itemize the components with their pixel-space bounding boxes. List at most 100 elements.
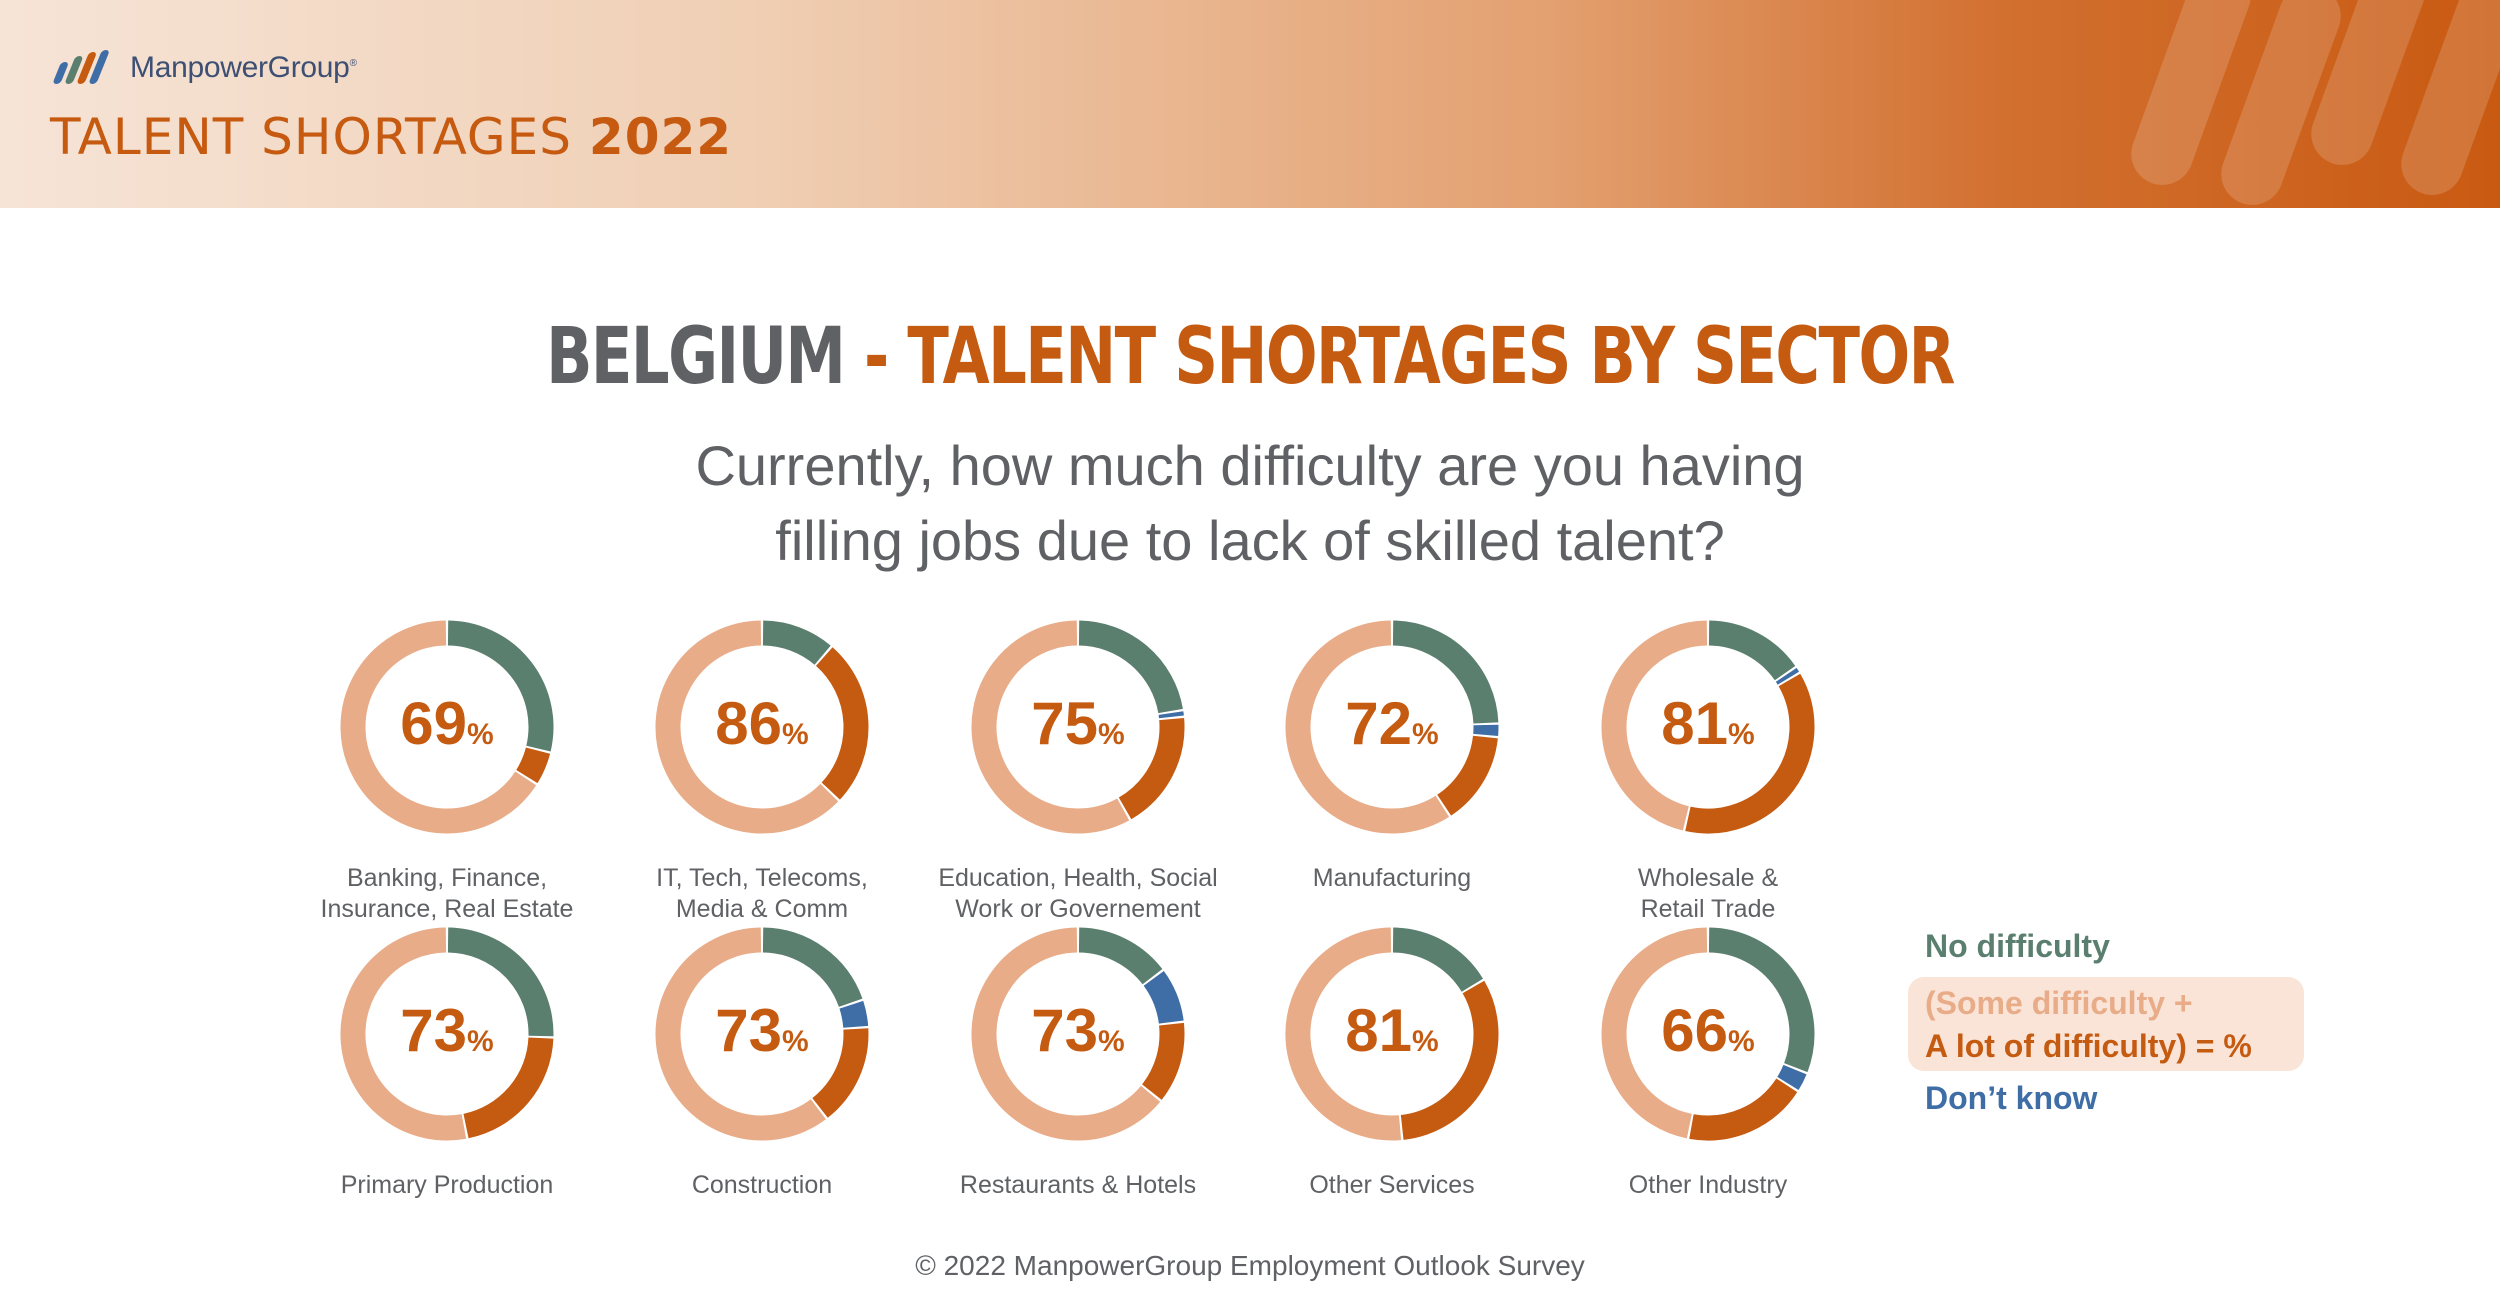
percent-value: 86%	[662, 689, 862, 758]
sector-label: Education, Health, Social Work or Governe…	[928, 863, 1228, 925]
report-year: 2022	[588, 108, 733, 166]
legend-dont-know: Don’t know	[1925, 1080, 2098, 1116]
donut-it-tech-telecoms-media-comm	[655, 620, 869, 834]
percent-number: 81	[1345, 997, 1413, 1064]
percent-sign: %	[1728, 1025, 1755, 1058]
survey-question: Currently, how much difficulty are you h…	[0, 428, 2500, 578]
percent-sign: %	[1098, 718, 1125, 751]
donut-segment-a-lot	[1436, 735, 1498, 816]
sector-label-line: Banking, Finance,	[346, 864, 548, 892]
report-title: TALENT SHORTAGES 2022	[50, 108, 732, 166]
donut-segment-a-lot	[1141, 1022, 1185, 1100]
donut-segment-dont-know	[1158, 711, 1184, 719]
legend-no-difficulty: No difficulty	[1925, 928, 2110, 964]
percent-value: 81%	[1292, 996, 1492, 1065]
logo-text: ManpowerGroup®	[130, 51, 357, 84]
sector-label-line: Retail Trade	[1640, 895, 1776, 923]
percent-number: 86	[715, 690, 783, 757]
percent-value: 75%	[978, 689, 1178, 758]
donut-education-health-social-work-or-governement	[971, 620, 1185, 834]
donut-segment-no-difficulty	[1078, 620, 1183, 714]
title-country: BELGIUM	[546, 312, 846, 402]
sector-label-line: IT, Tech, Telecoms,	[656, 864, 868, 892]
sector-label: Manufacturing	[1242, 863, 1542, 894]
sector-label: Banking, Finance, Insurance, Real Estate	[297, 863, 597, 925]
footer-copyright: © 2022 ManpowerGroup Employment Outlook …	[915, 1250, 1585, 1281]
percent-number: 72	[1345, 690, 1413, 757]
percent-value: 73%	[662, 996, 862, 1065]
sector-label-line: Media & Comm	[675, 895, 849, 923]
sector-label-line: Primary Production	[340, 1171, 554, 1199]
sector-label-line: Construction	[691, 1171, 833, 1199]
question-line-2: filling jobs due to lack of skilled tale…	[775, 509, 1725, 572]
donut-segment-some	[340, 620, 537, 834]
percent-sign: %	[782, 718, 809, 751]
sector-label: IT, Tech, Telecoms, Media & Comm	[612, 863, 912, 925]
percent-number: 66	[1661, 997, 1729, 1064]
donut-segment-no-difficulty	[1708, 927, 1815, 1073]
donut-other-services	[1285, 927, 1499, 1141]
sector-label: Wholesale & Retail Trade	[1558, 863, 1858, 925]
donut-segment-some	[1285, 927, 1402, 1141]
header-banner: ManpowerGroup® TALENT SHORTAGES 2022	[0, 0, 2500, 208]
logo-mark-icon	[53, 50, 109, 84]
percent-number: 73	[715, 997, 783, 1064]
donut-construction	[655, 927, 869, 1141]
donut-segment-a-lot	[812, 1028, 869, 1118]
donut-segment-some	[971, 927, 1161, 1141]
donut-segment-some	[1285, 620, 1450, 834]
donut-segment-no-difficulty	[1392, 927, 1484, 993]
percent-value: 66%	[1608, 996, 1808, 1065]
sector-label: Primary Production	[297, 1170, 597, 1201]
donut-segment-a-lot	[1400, 980, 1499, 1140]
sector-label-line: Insurance, Real Estate	[320, 895, 574, 923]
report-title-main: TALENT SHORTAGES	[50, 108, 573, 166]
legend-lot-of-difficulty: A lot of difficulty) = %	[1925, 1028, 2252, 1064]
donut-segment-no-difficulty	[447, 927, 554, 1037]
donut-segment-a-lot	[815, 647, 869, 800]
legend-highlight-box	[1908, 977, 2304, 1071]
donut-restaurants-hotels	[971, 927, 1185, 1141]
donut-other-industry	[1601, 927, 1815, 1141]
title-dash: -	[864, 312, 889, 402]
percent-value: 73%	[978, 996, 1178, 1065]
percent-value: 72%	[1292, 689, 1492, 758]
sector-label-line: Wholesale &	[1637, 864, 1779, 892]
percent-sign: %	[1728, 718, 1755, 751]
donut-segment-no-difficulty	[1708, 620, 1796, 681]
donut-segment-no-difficulty	[762, 620, 831, 665]
percent-number: 73	[400, 997, 468, 1064]
donut-segment-some	[971, 620, 1130, 834]
donut-wholesale-retail-trade	[1601, 620, 1815, 834]
sector-label-line: Other Industry	[1628, 1171, 1788, 1199]
donut-segment-dont-know	[839, 1000, 869, 1029]
percent-sign: %	[467, 718, 494, 751]
sector-label-line: Work or Governement	[955, 895, 1201, 923]
percent-number: 69	[400, 690, 468, 757]
percent-sign: %	[1098, 1025, 1125, 1058]
percent-sign: %	[1412, 718, 1439, 751]
donut-manufacturing	[1285, 620, 1499, 834]
donut-segment-dont-know	[1775, 667, 1800, 685]
donut-segment-no-difficulty	[1392, 620, 1499, 724]
donut-segment-some	[340, 927, 467, 1141]
donut-segment-a-lot	[1118, 717, 1185, 820]
donut-segment-no-difficulty	[447, 620, 554, 752]
question-line-1: Currently, how much difficulty are you h…	[695, 434, 1805, 497]
donut-primary-production	[340, 927, 554, 1141]
donut-segment-dont-know	[1143, 970, 1184, 1025]
sector-label: Restaurants & Hotels	[928, 1170, 1228, 1201]
manpowergroup-logo: ManpowerGroup®	[52, 50, 357, 86]
sector-label: Construction	[612, 1170, 912, 1201]
sector-label-line: Manufacturing	[1312, 864, 1472, 892]
donut-segment-some	[655, 927, 826, 1141]
donut-segment-a-lot	[463, 1037, 554, 1139]
donut-segment-some	[1601, 927, 1708, 1139]
donut-segment-some	[1601, 620, 1708, 831]
percent-value: 73%	[347, 996, 547, 1065]
donut-segment-a-lot	[1685, 673, 1815, 834]
sector-label-line: Education, Health, Social	[938, 864, 1218, 892]
sector-label-line: Other Services	[1309, 1171, 1475, 1199]
percent-number: 73	[1031, 997, 1099, 1064]
page-title: BELGIUM - TALENT SHORTAGES BY SECTOR	[275, 312, 2225, 402]
